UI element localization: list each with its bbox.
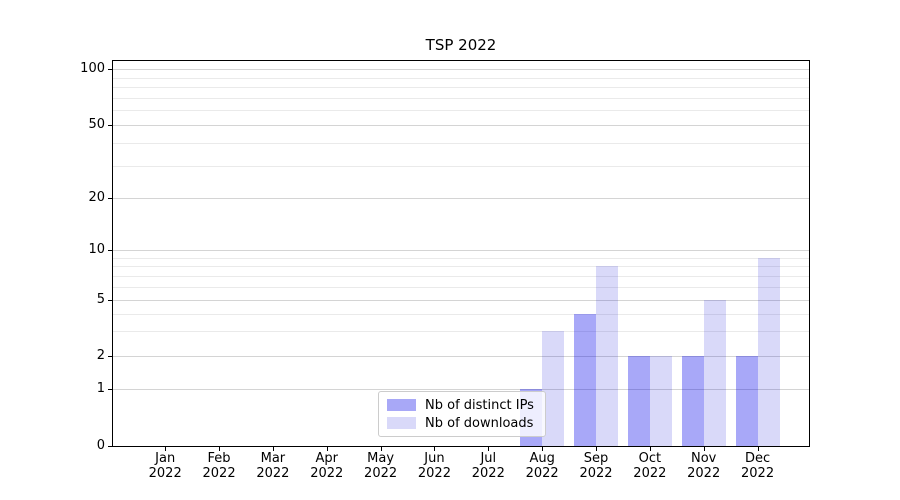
x-tick-mark [380, 447, 382, 451]
y-tick-label: 1 [96, 381, 105, 396]
x-tick-label: Nov 2022 [687, 451, 721, 481]
legend-label-distinct-ips: Nb of distinct IPs [425, 397, 534, 413]
y-tick-mark [108, 300, 112, 301]
x-tick-mark [434, 447, 436, 451]
minor-gridline [113, 313, 809, 315]
minor-gridline [113, 110, 809, 112]
x-tick-label: Jul 2022 [471, 451, 505, 481]
x-tick-label: Apr 2022 [310, 451, 344, 481]
bar-distinct-ips [681, 356, 704, 446]
major-gridline [113, 250, 809, 251]
y-tick-mark [108, 356, 112, 357]
minor-gridline [113, 165, 809, 167]
x-tick-mark [272, 447, 274, 451]
legend-swatch-distinct-ips [387, 399, 416, 411]
major-gridline [113, 198, 809, 199]
x-tick-label: Mar 2022 [256, 451, 290, 481]
chart-title: TSP 2022 [425, 36, 497, 54]
x-tick-mark [219, 447, 221, 451]
y-tick-label: 50 [88, 117, 105, 132]
x-tick-label: May 2022 [364, 451, 398, 481]
x-tick-mark [542, 447, 544, 451]
minor-gridline [113, 77, 809, 79]
x-tick-label: Oct 2022 [633, 451, 667, 481]
major-gridline [113, 300, 809, 301]
x-tick-mark [757, 447, 759, 451]
bar-downloads [703, 300, 726, 446]
major-gridline [113, 389, 809, 390]
major-gridline [113, 356, 809, 357]
minor-gridline [113, 142, 809, 144]
y-tick-mark [108, 250, 112, 251]
y-tick-mark [108, 125, 112, 126]
y-tick-label: 2 [96, 348, 105, 363]
bar-downloads [649, 356, 672, 446]
x-tick-mark [596, 447, 597, 451]
minor-gridline [113, 331, 809, 333]
x-tick-mark [488, 447, 490, 451]
y-tick-mark [108, 446, 112, 447]
x-tick-label: Feb 2022 [202, 451, 236, 481]
y-tick-label: 10 [88, 242, 105, 257]
major-gridline [113, 125, 809, 126]
x-tick-mark [649, 447, 651, 451]
legend-item-downloads: Nb of downloads [387, 416, 537, 431]
y-tick-mark [108, 198, 112, 199]
x-tick-label: Jun 2022 [417, 451, 451, 481]
y-tick-label: 20 [88, 190, 105, 205]
y-tick-label: 5 [96, 292, 105, 307]
x-tick-mark [703, 447, 705, 451]
bar-downloads [542, 331, 565, 446]
minor-gridline [113, 257, 809, 259]
major-gridline [113, 69, 809, 70]
minor-gridline [113, 266, 809, 268]
minor-gridline [113, 97, 809, 99]
minor-gridline [113, 275, 809, 277]
x-tick-mark [165, 447, 167, 451]
legend: Nb of distinct IPs Nb of downloads [378, 391, 546, 437]
y-tick-mark [108, 389, 112, 390]
minor-gridline [113, 87, 809, 89]
x-tick-label: Sep 2022 [579, 451, 613, 481]
bar-distinct-ips [627, 356, 650, 446]
plot-area [112, 60, 810, 447]
legend-item-distinct-ips: Nb of distinct IPs [387, 398, 537, 413]
legend-swatch-downloads [387, 417, 416, 429]
legend-label-downloads: Nb of downloads [425, 415, 534, 431]
x-tick-label: Jan 2022 [148, 451, 182, 481]
y-tick-label: 100 [80, 61, 105, 76]
x-tick-mark [326, 447, 328, 451]
y-tick-label: 0 [96, 438, 105, 453]
bar-distinct-ips [574, 313, 596, 446]
bar-distinct-ips [735, 356, 758, 446]
x-tick-label: Aug 2022 [525, 451, 559, 481]
bar-downloads [596, 266, 618, 446]
minor-gridline [113, 286, 809, 288]
y-tick-mark [108, 69, 112, 70]
bar-downloads [757, 257, 780, 446]
x-tick-label: Dec 2022 [741, 451, 775, 481]
